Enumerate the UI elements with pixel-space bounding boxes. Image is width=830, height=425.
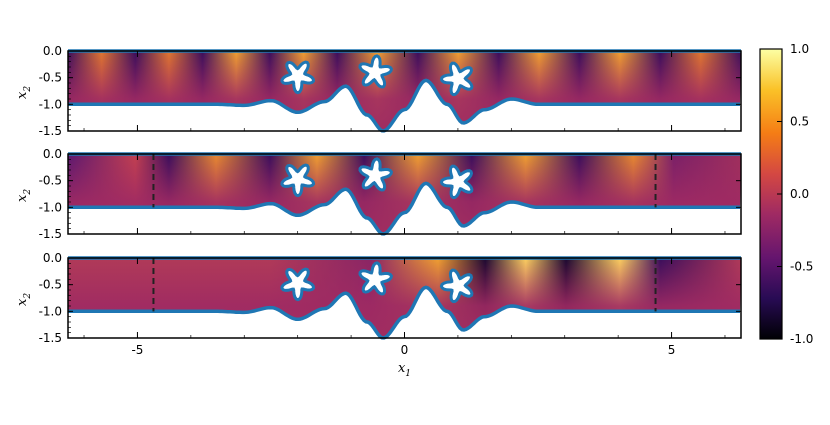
colorbar-tick-label: 0.5 bbox=[790, 115, 809, 129]
bottom-boundary bbox=[68, 285, 740, 340]
star-obstacle-right bbox=[439, 61, 474, 97]
x-tick-label: -5 bbox=[131, 343, 143, 357]
x-axis-label: x1 bbox=[398, 361, 411, 379]
y-tick-label: -0.5 bbox=[39, 174, 62, 188]
colorbar-tick-label: 1.0 bbox=[790, 42, 809, 56]
star-obstacle-middle bbox=[358, 157, 394, 192]
y-tick-label: -1.0 bbox=[39, 200, 62, 214]
star-obstacle-right bbox=[439, 268, 474, 304]
panel-1: 0.0 -0.5 -1.0 -1.5 x2 bbox=[15, 44, 742, 138]
bottom-boundary bbox=[68, 181, 740, 236]
y-axis-label: x2 bbox=[15, 86, 33, 99]
star-obstacle-middle bbox=[358, 261, 394, 296]
star-obstacle-left bbox=[280, 267, 316, 302]
colorbar-tick-label: -0.5 bbox=[790, 260, 813, 274]
y-tick-label: -0.5 bbox=[39, 71, 62, 85]
panels: 0.0 -0.5 -1.0 -1.5 x2 0.0 -0.5 -1.0 -1.5 x2 0.0 -0.… bbox=[15, 44, 742, 357]
field-shading bbox=[68, 51, 741, 131]
colorbar: 1.0 0.5 0.0 -0.5 -1.0 bbox=[759, 42, 813, 346]
panel-3: 0.0 -0.5 -1.0 -1.5 x2 -5 0 5 bbox=[15, 251, 742, 357]
y-tick-label: 0.0 bbox=[43, 147, 62, 161]
y-tick-label: 0.0 bbox=[43, 251, 62, 265]
y-tick-label: -1.5 bbox=[39, 124, 62, 138]
x-axis-label-text: x1 bbox=[398, 361, 411, 379]
y-axis-label-subscript: 2 bbox=[23, 86, 33, 93]
y-axis-label: x2 bbox=[15, 293, 33, 306]
field-shading bbox=[68, 258, 741, 338]
star-obstacle-left bbox=[280, 60, 316, 95]
y-tick-label: -1.0 bbox=[39, 304, 62, 318]
y-tick-label: -0.5 bbox=[39, 278, 62, 292]
star-obstacle-left bbox=[280, 163, 316, 198]
y-tick-label: -1.5 bbox=[39, 331, 62, 345]
y-axis-label-subscript: 2 bbox=[23, 189, 33, 196]
star-obstacle-middle bbox=[358, 54, 394, 89]
y-tick-label: 0.0 bbox=[43, 44, 62, 58]
panel-2: 0.0 -0.5 -1.0 -1.5 x2 bbox=[15, 147, 742, 241]
y-axis-label: x2 bbox=[15, 189, 33, 202]
colorbar-tick-label: -1.0 bbox=[790, 332, 813, 346]
bottom-boundary bbox=[68, 78, 740, 133]
field-shading bbox=[68, 154, 741, 234]
x-tick-label: 0 bbox=[401, 343, 409, 357]
y-tick-label: -1.0 bbox=[39, 97, 62, 111]
colorbar-tick-label: 0.0 bbox=[790, 187, 809, 201]
star-obstacle-right bbox=[439, 164, 474, 200]
x-axis-label-subscript: 1 bbox=[405, 369, 411, 379]
x-tick-label: 5 bbox=[668, 343, 676, 357]
y-tick-label: -1.5 bbox=[39, 227, 62, 241]
y-axis-label-subscript: 2 bbox=[23, 293, 33, 300]
